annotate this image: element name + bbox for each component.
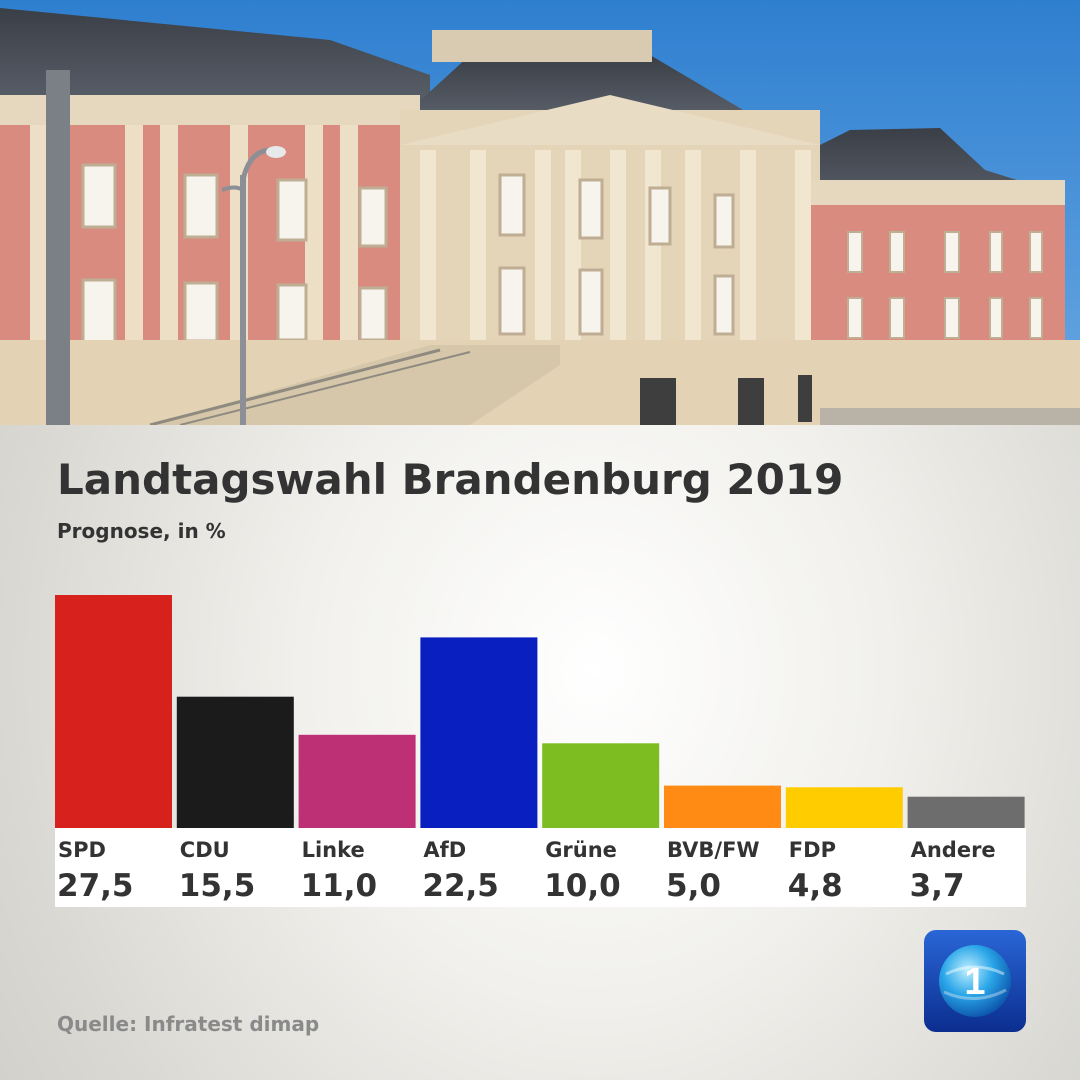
value-label: 10,0	[544, 868, 621, 904]
category-label: Linke	[301, 838, 365, 862]
chart-title: Landtagswahl Brandenburg 2019	[57, 455, 844, 504]
category-label: FDP	[788, 838, 836, 862]
label-panel	[55, 828, 1026, 907]
bar-linke	[298, 734, 416, 828]
value-label: 11,0	[300, 868, 378, 904]
value-label: 27,5	[57, 868, 134, 904]
value-label: 4,8	[787, 868, 843, 904]
category-label: AfD	[423, 838, 467, 862]
bar-chart	[55, 595, 1025, 828]
category-label: Andere	[910, 838, 996, 862]
category-label: SPD	[58, 838, 106, 862]
tagesschau-logo-icon: 1	[924, 930, 1026, 1032]
bar-bvb-fw	[664, 785, 781, 828]
category-label: BVB/FW	[667, 838, 760, 862]
bar-fdp	[785, 787, 903, 828]
bar-andere	[907, 796, 1025, 828]
logo-glyph: 1	[964, 961, 985, 1003]
bar-spd	[55, 595, 172, 828]
bar-gr-ne	[542, 743, 660, 828]
value-label: 5,0	[666, 868, 721, 904]
value-label: 15,5	[178, 868, 256, 904]
value-label: 22,5	[422, 868, 499, 904]
value-label: 3,7	[909, 868, 965, 904]
landtag-building-photo	[0, 0, 1080, 425]
chart-subtitle: Prognose, in %	[57, 519, 226, 543]
bar-afd	[420, 637, 538, 828]
bar-cdu	[176, 696, 294, 828]
category-label: Grüne	[545, 838, 617, 862]
category-label: CDU	[179, 838, 230, 862]
source-note: Quelle: Infratest dimap	[57, 1012, 320, 1036]
